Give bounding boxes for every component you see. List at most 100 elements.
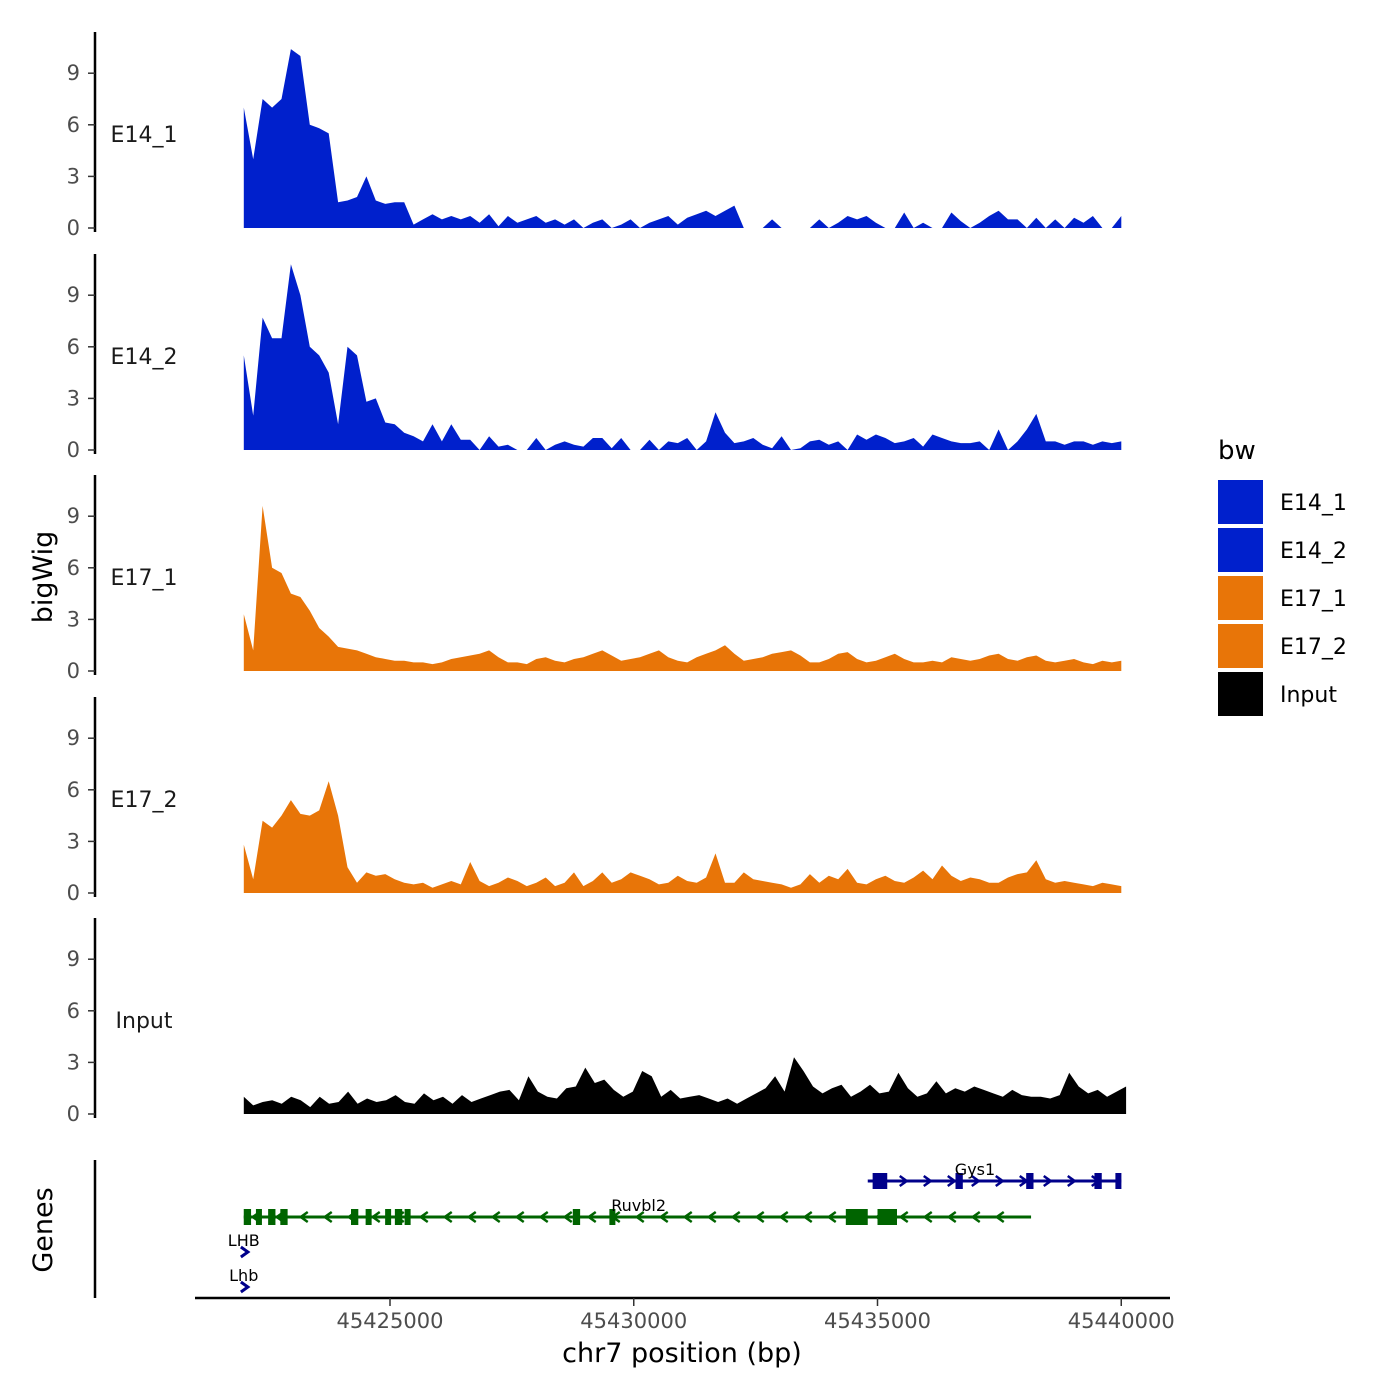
x-axis-title: chr7 position (bp) [562, 1338, 802, 1369]
gene-marker [240, 1245, 251, 1259]
gene-exon [1094, 1173, 1102, 1189]
legend-label: E14_2 [1280, 539, 1347, 564]
y-tick-label: 9 [67, 726, 80, 750]
strand-arrow [994, 1210, 1005, 1224]
gene-exon [845, 1209, 868, 1225]
track-E17_1: 0 3 6 9 E17_1 [67, 475, 1122, 683]
strand-arrow [634, 1210, 645, 1224]
y-tick-label: 9 [67, 504, 80, 528]
gene-exon [394, 1209, 403, 1225]
area-Input [243, 1057, 1127, 1114]
strand-arrow [322, 1210, 333, 1224]
strand-arrow [995, 1174, 1005, 1188]
signal-tracks: 0 3 6 9 E14_1 0 3 6 9 E14_2 0 3 6 9 E17_1 0 3 6 9 E17_2 0 3 6 9… [67, 32, 1127, 1126]
y-axis-title: bigWig [28, 531, 59, 624]
y-tick-label: 6 [67, 335, 80, 359]
strand-arrow [514, 1210, 525, 1224]
y-tick-label: 9 [67, 947, 80, 971]
track-label: Input [116, 1009, 173, 1034]
x-tick-label: 45430000 [580, 1309, 687, 1333]
strand-arrow [706, 1210, 717, 1224]
y-tick-label: 9 [67, 61, 80, 85]
strand-arrow [922, 1210, 933, 1224]
strand-arrow [1067, 1174, 1077, 1188]
legend-label: E17_2 [1280, 635, 1347, 660]
area-E17_2 [243, 781, 1122, 893]
strand-arrow [442, 1210, 453, 1224]
gene-exon [1115, 1173, 1122, 1189]
strand-arrow [923, 1174, 933, 1188]
area-E17_1 [243, 505, 1122, 671]
gene-Ruvbl2: Ruvbl2 [243, 1196, 1032, 1225]
legend-swatch [1218, 624, 1263, 668]
gene-exon [255, 1209, 262, 1225]
strand-arrow [298, 1210, 309, 1224]
legend-swatch [1218, 480, 1263, 524]
legend-label: Input [1280, 683, 1337, 708]
strand-arrow [586, 1210, 597, 1224]
strand-arrow [898, 1210, 909, 1224]
strand-arrow [946, 1210, 957, 1224]
y-tick-label: 3 [67, 607, 80, 631]
track-label: E14_2 [111, 345, 178, 370]
y-tick-label: 3 [67, 386, 80, 410]
gene-exon [243, 1209, 252, 1225]
gene-label: Ruvbl2 [611, 1196, 666, 1215]
y-tick-label: 3 [67, 829, 80, 853]
gene-label: Lhb [229, 1266, 258, 1285]
strand-arrow [682, 1210, 693, 1224]
gene-exon [365, 1209, 372, 1225]
x-tick-label: 45435000 [824, 1309, 931, 1333]
gene-label: LHB [228, 1231, 260, 1250]
legend-entry-Input: Input [1218, 672, 1337, 716]
gene-Lhb: Lhb [229, 1266, 258, 1294]
y-tick-label: 6 [67, 113, 80, 137]
x-tick-label: 45440000 [1068, 1309, 1175, 1333]
legend-swatch [1218, 672, 1263, 716]
x-axis: 45425000 45430000 45435000 45440000 [195, 1296, 1175, 1333]
strand-arrow [730, 1210, 741, 1224]
strand-arrow [370, 1210, 381, 1224]
gene-exon [609, 1209, 616, 1225]
strand-arrow [1043, 1174, 1053, 1188]
gene-exon [404, 1209, 411, 1225]
strand-arrow [899, 1174, 909, 1188]
strand-arrow [970, 1210, 981, 1224]
genes-axis-title: Genes [28, 1187, 59, 1272]
legend-entry-E14_1: E14_1 [1218, 480, 1347, 524]
gene-marker [240, 1280, 251, 1294]
legend-label: E14_1 [1280, 491, 1347, 516]
track-E14_1: 0 3 6 9 E14_1 [67, 32, 1122, 240]
y-tick-label: 6 [67, 778, 80, 802]
strand-arrow [466, 1210, 477, 1224]
legend-swatch [1218, 576, 1263, 620]
y-tick-label: 6 [67, 999, 80, 1023]
y-tick-label: 9 [67, 283, 80, 307]
strand-arrow [538, 1210, 549, 1224]
y-tick-label: 6 [67, 556, 80, 580]
legend-label: E17_1 [1280, 587, 1347, 612]
y-tick-label: 0 [67, 881, 80, 905]
gene-exon [872, 1173, 888, 1189]
gene-Gys1: Gys1 [867, 1160, 1122, 1189]
area-E14_2 [243, 264, 1122, 450]
gene-exon [268, 1209, 276, 1225]
strand-arrow [947, 1174, 957, 1188]
gene-exon [572, 1209, 581, 1225]
legend-entry-E17_1: E17_1 [1218, 576, 1347, 620]
gene-exon [1026, 1173, 1034, 1189]
strand-arrow [562, 1210, 573, 1224]
gene-exon [351, 1209, 359, 1225]
track-label: E17_2 [111, 788, 178, 813]
gene-track: Gys1 Ruvbl2 LHB Lhb [93, 1160, 1122, 1298]
gene-exon [280, 1209, 288, 1225]
strand-arrow [971, 1174, 981, 1188]
strand-arrow [778, 1210, 789, 1224]
legend-entry-E17_2: E17_2 [1218, 624, 1347, 668]
y-tick-label: 3 [67, 1050, 80, 1074]
x-tick-label: 45425000 [337, 1309, 444, 1333]
track-label: E17_1 [111, 566, 178, 591]
gene-exon [385, 1209, 392, 1225]
legend: bw E14_1 E14_2 E17_1 E17_2 Input [1218, 436, 1347, 716]
